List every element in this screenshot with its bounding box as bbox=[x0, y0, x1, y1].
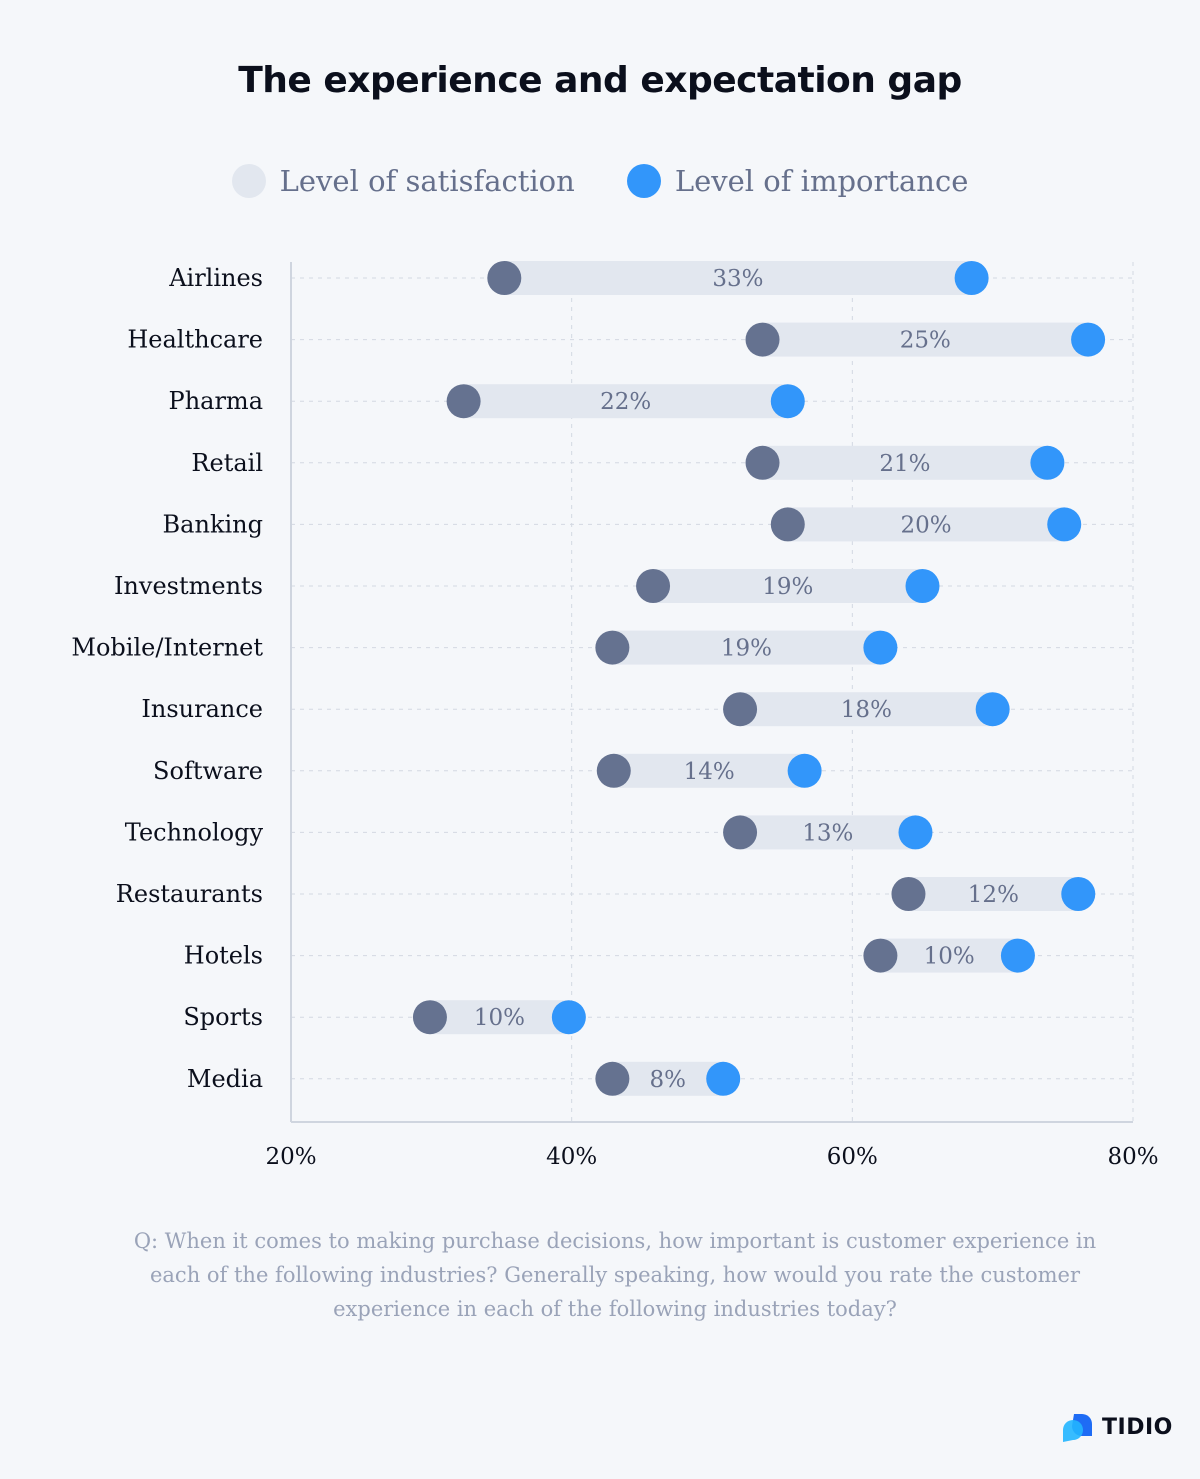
satisfaction-point bbox=[412, 1000, 447, 1035]
category-label: Healthcare bbox=[127, 326, 263, 354]
category-label: Restaurants bbox=[116, 880, 263, 908]
brand-name: TIDIO bbox=[1102, 1414, 1173, 1440]
x-tick-label: 20% bbox=[265, 1144, 316, 1170]
importance-point bbox=[898, 815, 933, 850]
legend-swatch-satisfaction bbox=[231, 164, 266, 198]
gap-bar bbox=[880, 938, 1018, 973]
gap-label: 33% bbox=[712, 266, 763, 292]
category-label: Mobile/Internet bbox=[71, 634, 263, 662]
gap-label: 10% bbox=[474, 1005, 525, 1031]
legend-item-importance: Level of importance bbox=[626, 164, 969, 198]
category-label: Banking bbox=[163, 510, 263, 538]
satisfaction-point bbox=[891, 877, 926, 911]
gap-bar bbox=[612, 1061, 724, 1096]
importance-point bbox=[551, 1000, 586, 1035]
satisfaction-point bbox=[863, 938, 898, 973]
legend: Level of satisfaction Level of importanc… bbox=[0, 164, 1200, 198]
legend-swatch-importance bbox=[626, 164, 661, 198]
importance-point bbox=[863, 630, 898, 665]
category-label: Retail bbox=[191, 449, 263, 477]
tidio-logo-icon bbox=[1063, 1414, 1092, 1442]
gap-label: 22% bbox=[600, 389, 651, 415]
gap-bar bbox=[787, 507, 1065, 542]
category-label: Investments bbox=[114, 572, 263, 600]
satisfaction-point bbox=[770, 507, 805, 542]
gap-label: 8% bbox=[650, 1067, 687, 1093]
satisfaction-point bbox=[723, 815, 758, 850]
importance-point bbox=[954, 261, 989, 295]
satisfaction-point bbox=[596, 753, 631, 788]
gap-label: 13% bbox=[802, 820, 853, 846]
satisfaction-point bbox=[595, 1061, 630, 1096]
gap-label: 20% bbox=[900, 512, 951, 538]
gap-label: 12% bbox=[968, 882, 1019, 908]
legend-item-satisfaction: Level of satisfaction bbox=[231, 164, 575, 198]
gap-label: 21% bbox=[879, 451, 930, 477]
gap-label: 19% bbox=[721, 636, 772, 662]
importance-point bbox=[706, 1061, 741, 1096]
gap-bar bbox=[740, 692, 993, 727]
legend-label: Level of importance bbox=[674, 164, 969, 198]
category-label: Sports bbox=[183, 1003, 263, 1031]
category-label: Airlines bbox=[168, 264, 263, 292]
importance-point bbox=[1061, 877, 1096, 911]
gap-bar bbox=[463, 384, 788, 419]
gap-bar bbox=[612, 630, 881, 665]
gap-label: 10% bbox=[924, 944, 975, 970]
gap-label: 18% bbox=[841, 697, 892, 723]
satisfaction-point bbox=[446, 384, 481, 419]
tidio-logo: TIDIO bbox=[1062, 1410, 1173, 1444]
x-tick-label: 80% bbox=[1107, 1144, 1158, 1170]
gap-bar bbox=[762, 322, 1089, 357]
satisfaction-point bbox=[595, 630, 630, 665]
importance-point bbox=[975, 692, 1010, 727]
importance-point bbox=[905, 569, 940, 603]
satisfaction-point bbox=[723, 692, 758, 727]
gap-label: 19% bbox=[762, 574, 813, 600]
satisfaction-point bbox=[745, 445, 780, 480]
category-label: Insurance bbox=[141, 695, 263, 723]
dumbbell-chart: 20% 40% 60% 80% Airlines 33% Healthcare 25% Phar… bbox=[71, 261, 1159, 1170]
category-label: Technology bbox=[125, 818, 264, 846]
x-tick-label: 60% bbox=[827, 1144, 878, 1170]
importance-point bbox=[770, 384, 805, 419]
category-label: Pharma bbox=[169, 387, 263, 415]
gap-bar bbox=[908, 877, 1079, 911]
satisfaction-point bbox=[636, 569, 671, 603]
importance-point bbox=[787, 753, 822, 788]
gap-bar bbox=[504, 261, 972, 295]
legend-label: Level of satisfaction bbox=[279, 164, 575, 198]
gap-bar bbox=[429, 1000, 569, 1035]
satisfaction-point bbox=[487, 261, 522, 295]
category-label: Media bbox=[187, 1065, 263, 1093]
importance-point bbox=[1047, 507, 1082, 542]
importance-point bbox=[1030, 445, 1065, 480]
gap-bar bbox=[613, 753, 805, 788]
satisfaction-point bbox=[745, 322, 780, 357]
importance-point bbox=[1000, 938, 1035, 973]
category-label: Hotels bbox=[184, 942, 263, 970]
gap-label: 14% bbox=[684, 759, 735, 785]
category-label: Software bbox=[153, 757, 263, 785]
x-tick-label: 40% bbox=[546, 1144, 597, 1170]
gap-label: 25% bbox=[900, 328, 951, 354]
gap-bar bbox=[740, 815, 916, 850]
importance-point bbox=[1071, 322, 1106, 357]
chart-title: The experience and expectation gap bbox=[238, 60, 962, 101]
footnote: Q: When it comes to making purchase deci… bbox=[133, 1229, 1097, 1321]
gap-bar bbox=[762, 445, 1048, 480]
gap-bar bbox=[653, 569, 923, 603]
